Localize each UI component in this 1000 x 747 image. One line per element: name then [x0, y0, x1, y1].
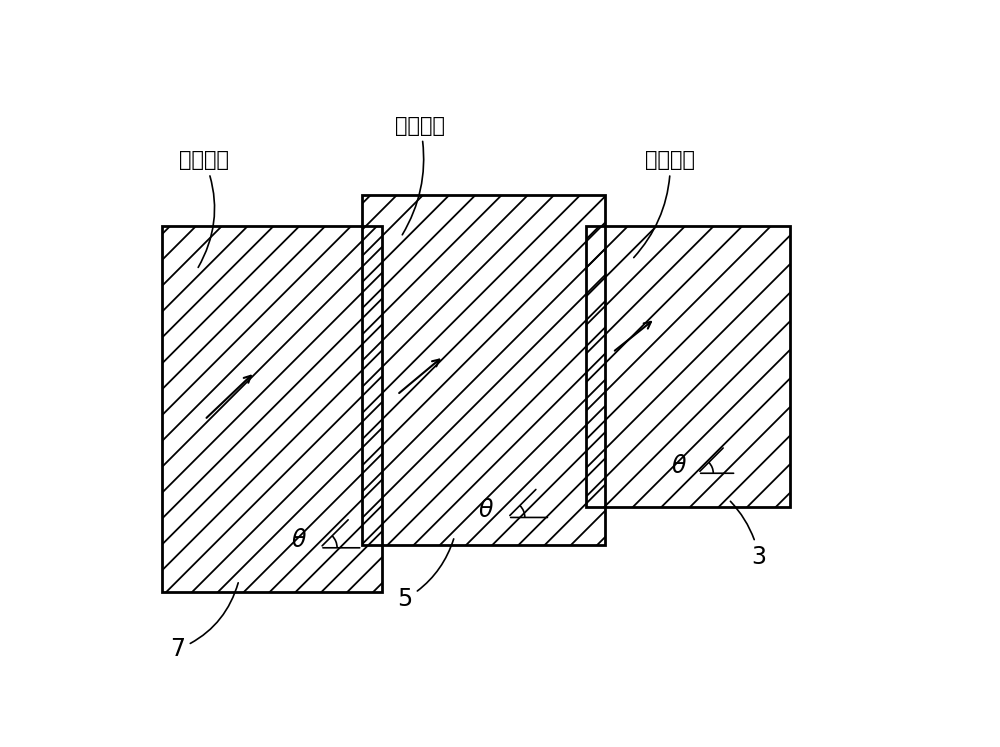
Text: 7: 7 [170, 583, 238, 661]
Text: 第一方向: 第一方向 [180, 150, 230, 267]
Text: $\theta$: $\theta$ [478, 498, 494, 521]
Text: $\theta$: $\theta$ [291, 528, 307, 552]
Text: 5: 5 [397, 539, 454, 611]
Text: $\theta$: $\theta$ [671, 454, 687, 478]
Text: 3: 3 [730, 501, 767, 569]
Text: 第二方向: 第二方向 [395, 116, 445, 235]
Text: 第一方向: 第一方向 [634, 150, 695, 258]
